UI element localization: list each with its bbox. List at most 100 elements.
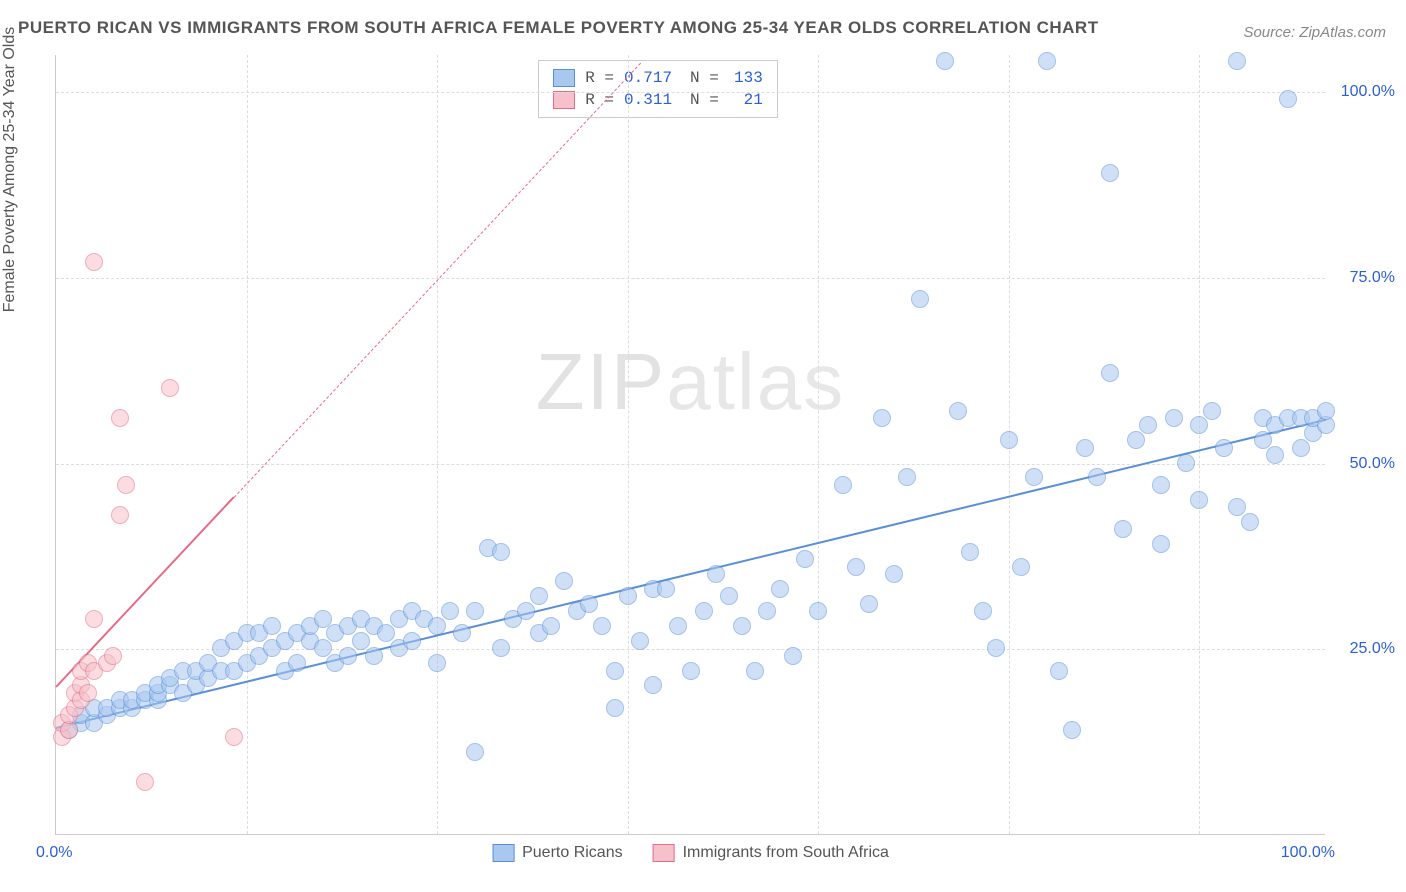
data-point <box>352 632 370 650</box>
data-point <box>117 476 135 494</box>
data-point <box>1063 721 1081 739</box>
data-point <box>1114 520 1132 538</box>
chart-title: PUERTO RICAN VS IMMIGRANTS FROM SOUTH AF… <box>18 18 1099 38</box>
data-point <box>644 676 662 694</box>
gridline-vertical <box>628 55 629 834</box>
data-point <box>1038 52 1056 70</box>
data-point <box>263 617 281 635</box>
data-point <box>1000 431 1018 449</box>
y-axis-tick: 75.0% <box>1335 269 1395 287</box>
data-point <box>136 773 154 791</box>
data-point <box>441 602 459 620</box>
data-point <box>79 684 97 702</box>
data-point <box>961 543 979 561</box>
data-point <box>809 602 827 620</box>
data-point <box>492 543 510 561</box>
series-swatch <box>553 69 575 87</box>
data-point <box>936 52 954 70</box>
legend-swatch <box>653 844 675 862</box>
legend-item: Immigrants from South Africa <box>653 844 889 862</box>
data-point <box>949 402 967 420</box>
data-point <box>911 290 929 308</box>
data-point <box>860 595 878 613</box>
data-point <box>1127 431 1145 449</box>
source-attribution: Source: ZipAtlas.com <box>1243 24 1386 41</box>
data-point <box>314 639 332 657</box>
legend-label: Immigrants from South Africa <box>683 844 889 862</box>
legend: Puerto Ricans Immigrants from South Afric… <box>492 844 889 862</box>
data-point <box>974 602 992 620</box>
data-point <box>746 662 764 680</box>
data-point <box>428 617 446 635</box>
data-point <box>1241 513 1259 531</box>
data-point <box>517 602 535 620</box>
data-point <box>733 617 751 635</box>
stat-r-label: R = <box>585 69 614 87</box>
x-axis-tick-max: 100.0% <box>1281 844 1335 862</box>
data-point <box>1292 439 1310 457</box>
stats-row: R =0.717N =133 <box>553 67 763 89</box>
data-point <box>834 476 852 494</box>
y-axis-label: Female Poverty Among 25-34 Year Olds <box>1 27 19 313</box>
data-point <box>1317 402 1335 420</box>
data-point <box>1228 498 1246 516</box>
watermark: ZIPatlas <box>536 336 845 428</box>
data-point <box>593 617 611 635</box>
data-point <box>606 662 624 680</box>
data-point <box>885 565 903 583</box>
stat-n-value: 133 <box>729 69 763 87</box>
data-point <box>1088 468 1106 486</box>
data-point <box>555 572 573 590</box>
data-point <box>1190 416 1208 434</box>
legend-label: Puerto Ricans <box>522 844 623 862</box>
data-point <box>377 624 395 642</box>
data-point <box>466 602 484 620</box>
data-point <box>85 610 103 628</box>
data-point <box>1050 662 1068 680</box>
data-point <box>1266 446 1284 464</box>
gridline-vertical <box>437 55 438 834</box>
data-point <box>695 602 713 620</box>
data-point <box>466 743 484 761</box>
data-point <box>339 647 357 665</box>
data-point <box>428 654 446 672</box>
data-point <box>85 253 103 271</box>
data-point <box>111 506 129 524</box>
data-point <box>1203 402 1221 420</box>
data-point <box>1254 431 1272 449</box>
stat-n-label: N = <box>690 91 719 109</box>
data-point <box>1215 439 1233 457</box>
data-point <box>161 379 179 397</box>
stat-r-value: 0.311 <box>624 91 672 109</box>
correlation-chart: PUERTO RICAN VS IMMIGRANTS FROM SOUTH AF… <box>0 0 1406 892</box>
data-point <box>580 595 598 613</box>
data-point <box>1177 454 1195 472</box>
data-point <box>784 647 802 665</box>
data-point <box>657 580 675 598</box>
data-point <box>1101 364 1119 382</box>
data-point <box>492 639 510 657</box>
data-point <box>873 409 891 427</box>
data-point <box>1190 491 1208 509</box>
gridline-vertical <box>1199 55 1200 834</box>
data-point <box>847 558 865 576</box>
data-point <box>1152 535 1170 553</box>
x-axis-tick-min: 0.0% <box>36 844 72 862</box>
correlation-stats-box: R =0.717N =133R =0.311N =21 <box>538 60 778 118</box>
data-point <box>682 662 700 680</box>
data-point <box>898 468 916 486</box>
data-point <box>314 610 332 628</box>
data-point <box>619 587 637 605</box>
series-swatch <box>553 91 575 109</box>
data-point <box>1279 90 1297 108</box>
data-point <box>606 699 624 717</box>
data-point <box>104 647 122 665</box>
data-point <box>771 580 789 598</box>
data-point <box>225 728 243 746</box>
plot-area: ZIPatlas R =0.717N =133R =0.311N =21 Pue… <box>55 55 1325 835</box>
data-point <box>542 617 560 635</box>
data-point <box>669 617 687 635</box>
data-point <box>758 602 776 620</box>
gridline-vertical <box>818 55 819 834</box>
data-point <box>1076 439 1094 457</box>
